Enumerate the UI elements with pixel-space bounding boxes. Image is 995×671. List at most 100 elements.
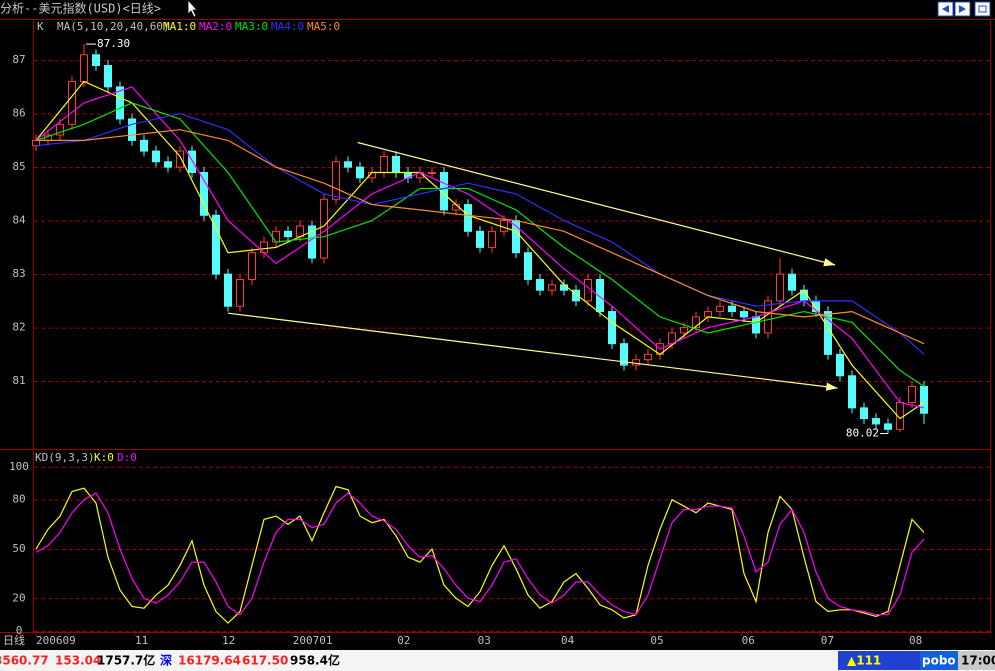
- period-label: 日线: [3, 633, 25, 647]
- panel-label: K: [37, 20, 44, 33]
- candle-body: [788, 273, 796, 291]
- candle-body: [56, 123, 64, 136]
- ma-line: [35, 112, 925, 355]
- candle-body: [224, 273, 232, 307]
- candle-body: [908, 385, 916, 404]
- candle-body: [752, 316, 760, 334]
- candle-body: [464, 204, 472, 232]
- y-tick-label: 81: [12, 374, 25, 387]
- trend-arrowhead: [825, 382, 838, 391]
- candle-body: [644, 353, 652, 361]
- candle-body: [728, 305, 736, 313]
- x-tick-label: 03: [478, 634, 491, 647]
- legend-entry: MA4:0: [271, 20, 304, 33]
- legend-entry: K:0: [94, 451, 114, 464]
- status-item: 17:00: [961, 654, 995, 668]
- ma-line: [36, 129, 925, 345]
- candle-body: [176, 150, 184, 168]
- y-tick-label: 20: [12, 591, 25, 604]
- kd-line: [35, 485, 925, 624]
- candle-body: [92, 54, 100, 66]
- x-tick-label: 200701: [293, 634, 333, 647]
- candle-body: [284, 230, 292, 238]
- candle-body: [860, 407, 868, 420]
- candle-body: [104, 64, 112, 88]
- candle-body: [560, 284, 568, 291]
- status-item: 617.50: [242, 654, 288, 668]
- x-tick-label: 05: [650, 634, 663, 647]
- x-tick-label: 12: [222, 634, 235, 647]
- trend-arrowhead: [823, 258, 836, 267]
- candle-body: [128, 118, 136, 141]
- candle-body: [356, 166, 364, 179]
- candle-body: [740, 311, 748, 318]
- ma-line: [35, 102, 925, 387]
- y-tick-label: 80: [12, 493, 25, 506]
- y-tick-label: 50: [12, 542, 25, 555]
- candle-body: [152, 150, 160, 163]
- annotation: 87.30: [97, 37, 130, 50]
- restore-icon: [978, 5, 987, 13]
- indicator-label: MA(5,10,20,40,60): [57, 20, 170, 33]
- candle-body: [488, 230, 496, 248]
- trend-line: [357, 141, 836, 266]
- y-tick-label: 82: [12, 321, 25, 334]
- candle-body: [596, 278, 604, 313]
- legend-entry: D:0: [117, 451, 137, 464]
- back-icon: [942, 5, 949, 13]
- restore-button[interactable]: [974, 1, 991, 17]
- candle-body: [836, 353, 844, 377]
- candle-body: [776, 273, 784, 302]
- candle-body: [632, 359, 640, 366]
- candle-body: [212, 214, 220, 275]
- mouse-cursor: [187, 0, 198, 18]
- candle-body: [116, 86, 124, 120]
- candle-body: [164, 161, 172, 168]
- candle-body: [680, 327, 688, 334]
- legend-entry: MA3:0: [235, 20, 268, 33]
- candle-body: [872, 418, 880, 425]
- status-item: 958.4亿: [290, 653, 340, 668]
- y-tick-label: 87: [12, 53, 25, 66]
- candle-body: [68, 81, 76, 125]
- candle-body: [476, 230, 484, 248]
- candle-body: [80, 54, 88, 83]
- status-item: pobo: [922, 654, 956, 668]
- candle-body: [188, 150, 196, 173]
- ma-line: [35, 80, 925, 420]
- status-item: ▲111: [847, 654, 881, 668]
- status-item: 3560.77: [0, 654, 49, 668]
- candle-body: [344, 161, 352, 168]
- candle-body: [524, 252, 532, 280]
- candle-body: [548, 284, 556, 291]
- y-tick-label: 83: [12, 267, 25, 280]
- x-tick-label: 07: [821, 634, 834, 647]
- legend-entry: MA5:0: [307, 20, 340, 33]
- status-item: 深: [160, 653, 172, 668]
- y-tick-label: 84: [12, 214, 26, 227]
- candle-body: [392, 155, 400, 173]
- panel-title: KD(9,3,3): [35, 451, 95, 464]
- status-item: 153.04: [55, 654, 101, 668]
- candle-body: [716, 305, 724, 313]
- candle-body: [332, 161, 340, 200]
- candle-body: [620, 343, 628, 366]
- window-buttons: [937, 1, 991, 17]
- candle-body: [200, 171, 208, 216]
- x-tick-label: 08: [909, 634, 922, 647]
- candle-body: [140, 139, 148, 152]
- x-tick-label: 11: [135, 634, 148, 647]
- status-clock-box: [958, 651, 995, 670]
- annotation: 80.02: [846, 427, 879, 440]
- kd-line: [35, 492, 925, 616]
- candle-body: [272, 230, 280, 243]
- status-up-box: [838, 651, 920, 670]
- candle-body: [608, 311, 616, 345]
- candle-body: [248, 252, 256, 280]
- candle-body: [536, 278, 544, 291]
- x-tick-label: 06: [742, 634, 755, 647]
- window-title: 分析--美元指数(USD)<日线>: [0, 1, 161, 16]
